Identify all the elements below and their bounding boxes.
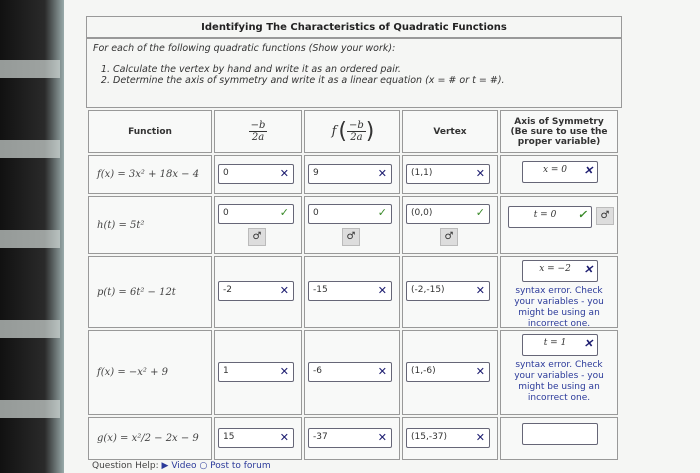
neg-b-over-2a-input[interactable]: -2 ✕ — [218, 281, 294, 301]
function-cell: f(x) = 3x² + 18x − 4 — [88, 155, 212, 194]
fraction: −b 2a — [347, 120, 366, 143]
incorrect-x-icon: ✕ — [475, 167, 485, 180]
input-value: (15,-37) — [411, 432, 448, 442]
incorrect-x-icon: ✕ — [279, 284, 289, 297]
incorrect-x-icon: ✕ — [475, 431, 485, 444]
neg-b-over-2a-input[interactable]: 1 ✕ — [218, 362, 294, 382]
numerator: −b — [248, 120, 268, 132]
incorrect-x-icon: ✕ — [583, 263, 593, 276]
axis-input[interactable] — [522, 423, 598, 445]
neg-b-over-2a-input[interactable]: 0 ✕ — [218, 164, 294, 184]
vertex-input[interactable]: (0,0) ✓ — [406, 204, 490, 224]
video-link[interactable]: ▶ Video — [161, 461, 197, 471]
f-value-input[interactable]: 0 ✓ — [308, 204, 392, 224]
input-value: t = 1 — [543, 338, 567, 348]
input-value: (0,0) — [411, 208, 433, 218]
axis-input[interactable]: x = 0 ✕ — [522, 161, 598, 183]
function-cell: g(x) = x²/2 − 2x − 9 — [88, 417, 212, 460]
input-value: 0 — [313, 208, 319, 218]
incorrect-x-icon: ✕ — [377, 431, 387, 444]
axis-input[interactable]: t = 0 ✓ — [508, 206, 592, 228]
vertex-input[interactable]: (-2,-15) ✕ — [406, 281, 490, 301]
error-message: syntax error. Check your variables - you… — [514, 286, 604, 329]
input-value: (1,-6) — [411, 366, 436, 376]
input-value: 15 — [223, 432, 235, 442]
input-value: 9 — [313, 168, 319, 178]
incorrect-x-icon: ✕ — [475, 284, 485, 297]
vertex-input[interactable]: (1,1) ✕ — [406, 164, 490, 184]
input-value: x = −2 — [539, 264, 571, 274]
background-stripe — [0, 140, 60, 158]
incorrect-x-icon: ✕ — [279, 431, 289, 444]
fraction: −b 2a — [248, 120, 268, 143]
function-label: f — [330, 124, 339, 139]
vertex-input[interactable]: (15,-37) ✕ — [406, 428, 490, 448]
f-value-input[interactable]: 9 ✕ — [308, 164, 392, 184]
incorrect-x-icon: ✕ — [377, 284, 387, 297]
denominator: 2a — [350, 132, 363, 143]
incorrect-x-icon: ✕ — [377, 167, 387, 180]
input-value: 1 — [223, 366, 229, 376]
background-stripe — [0, 320, 60, 338]
help-label: Question Help: — [92, 461, 159, 471]
intro-text: For each of the following quadratic func… — [93, 43, 396, 54]
incorrect-x-icon: ✕ — [583, 337, 593, 350]
incorrect-x-icon: ✕ — [279, 167, 289, 180]
input-value: (1,1) — [411, 168, 433, 178]
header-f-of-neg-b-over-2a: f(−b 2a) — [304, 110, 400, 153]
neg-b-over-2a-input[interactable]: 15 ✕ — [218, 428, 294, 448]
f-value-input[interactable]: -6 ✕ — [308, 362, 392, 382]
view-solution-icon[interactable]: ♂ — [342, 228, 360, 246]
axis-input[interactable]: t = 1 ✕ — [522, 334, 598, 356]
f-label: f — [331, 124, 337, 139]
header-vertex: Vertex — [402, 110, 498, 153]
denominator: 2a — [251, 132, 265, 143]
step-1: Calculate the vertex by hand and write i… — [113, 64, 615, 75]
video-label: Video — [171, 461, 197, 471]
instructions: For each of the following quadratic func… — [86, 38, 622, 108]
post-link[interactable]: ○ Post to forum — [199, 461, 271, 471]
input-value: -2 — [223, 285, 232, 295]
header-neg-b-over-2a: −b 2a — [214, 110, 302, 153]
input-value: 0 — [223, 168, 229, 178]
background-stripe — [0, 230, 60, 248]
background-stripe — [0, 60, 60, 78]
view-solution-icon[interactable]: ♂ — [248, 228, 266, 246]
view-solution-icon[interactable]: ♂ — [440, 228, 458, 246]
input-value: 0 — [223, 208, 229, 218]
correct-check-icon: ✓ — [279, 206, 289, 219]
function-cell: p(t) = 6t² − 12t — [88, 256, 212, 328]
post-label: Post to forum — [210, 461, 271, 471]
axis-input[interactable]: x = −2 ✕ — [522, 260, 598, 282]
function-cell: h(t) = 5t² — [88, 196, 212, 254]
vertex-input[interactable]: (1,-6) ✕ — [406, 362, 490, 382]
worksheet-page — [64, 0, 700, 473]
f-value-input[interactable]: -15 ✕ — [308, 281, 392, 301]
correct-check-icon: ✓ — [377, 206, 387, 219]
incorrect-x-icon: ✕ — [583, 164, 593, 177]
background-stripe — [0, 400, 60, 418]
header-axis-of-symmetry: Axis of Symmetry (Be sure to use the pro… — [500, 110, 618, 153]
correct-check-icon: ✓ — [475, 206, 485, 219]
function-cell: f(x) = −x² + 9 — [88, 330, 212, 415]
incorrect-x-icon: ✕ — [475, 365, 485, 378]
header-function: Function — [88, 110, 212, 153]
question-help: Question Help: ▶ Video ○ Post to forum — [92, 461, 271, 471]
input-value: t = 0 — [533, 210, 557, 220]
input-value: -15 — [313, 285, 328, 295]
view-solution-icon[interactable]: ♂ — [596, 207, 614, 225]
f-value-input[interactable]: -37 ✕ — [308, 428, 392, 448]
correct-check-icon: ✓ — [577, 208, 587, 221]
incorrect-x-icon: ✕ — [279, 365, 289, 378]
step-2: Determine the axis of symmetry and write… — [113, 75, 615, 86]
numerator: −b — [347, 120, 366, 132]
input-value: -37 — [313, 432, 328, 442]
input-value: (-2,-15) — [411, 285, 445, 295]
neg-b-over-2a-input[interactable]: 0 ✓ — [218, 204, 294, 224]
incorrect-x-icon: ✕ — [377, 365, 387, 378]
input-value: -6 — [313, 366, 322, 376]
worksheet-title: Identifying The Characteristics of Quadr… — [86, 16, 622, 38]
error-message: syntax error. Check your variables - you… — [514, 360, 604, 403]
input-value: x = 0 — [542, 165, 568, 175]
